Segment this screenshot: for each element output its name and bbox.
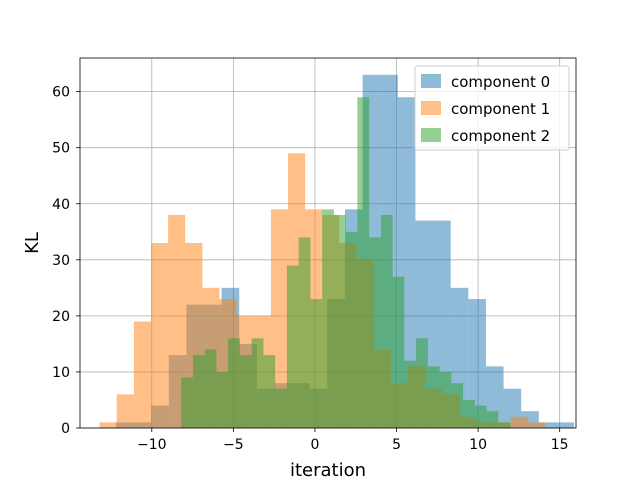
histogram-bar <box>556 422 575 428</box>
y-tick-label: 40 <box>52 197 70 213</box>
histogram-bar <box>369 237 381 428</box>
histogram-bar <box>239 355 252 428</box>
histogram-bar <box>439 371 452 428</box>
histogram-bar <box>263 355 276 428</box>
x-tick-label: 5 <box>392 437 401 453</box>
y-tick-label: 50 <box>52 141 70 157</box>
legend-frame <box>414 65 570 151</box>
x-tick-label: −5 <box>223 437 244 453</box>
y-tick-label: 10 <box>52 365 70 381</box>
y-tick-label: 60 <box>52 85 70 101</box>
x-tick-label: 15 <box>551 437 569 453</box>
histogram-bar <box>427 366 440 428</box>
histogram-bar <box>463 399 475 428</box>
histogram-bar <box>270 209 289 428</box>
histogram-bar <box>133 321 151 428</box>
histogram-bar <box>468 299 486 428</box>
legend-label: component 1 <box>451 100 550 118</box>
histogram-bar <box>228 338 240 428</box>
legend-label: component 2 <box>451 127 550 145</box>
histogram-bar <box>486 411 499 428</box>
legend-swatch <box>421 74 441 88</box>
histogram-bar <box>333 214 346 428</box>
histogram-bar <box>275 388 287 428</box>
histogram-bar <box>298 237 311 428</box>
histogram-bar <box>451 383 464 428</box>
histogram-bars <box>99 74 575 429</box>
histogram-bar <box>116 394 134 428</box>
x-tick-label: 10 <box>469 437 487 453</box>
legend-swatch <box>421 128 441 142</box>
histogram-bar <box>416 338 428 428</box>
histogram-bar <box>192 355 205 428</box>
histogram-bar <box>99 422 117 428</box>
histogram-bar <box>474 405 487 428</box>
histogram-bar <box>322 209 334 428</box>
x-axis-ticks: −10 −5 0 5 10 15 <box>137 428 569 453</box>
plot-frame <box>79 57 577 429</box>
histogram-bar <box>204 349 217 428</box>
legend: component 0 component 1 component 2 <box>414 65 570 151</box>
histogram-bar <box>345 231 358 428</box>
histogram-bar <box>380 214 393 428</box>
histogram-bar <box>216 371 229 428</box>
x-tick-label: −10 <box>137 437 167 453</box>
legend-label: component 0 <box>451 73 550 91</box>
histogram-bar <box>510 416 528 428</box>
histogram-bar <box>251 338 264 428</box>
y-tick-label: 20 <box>52 309 70 325</box>
histogram-bar <box>392 276 405 428</box>
histogram-bar <box>150 243 169 428</box>
y-axis-label: KL <box>22 232 43 254</box>
histogram-bar <box>168 214 186 428</box>
histogram-bar <box>286 265 299 428</box>
histogram-bar <box>181 377 193 428</box>
legend-swatch <box>421 101 441 115</box>
histogram-bar <box>527 422 545 428</box>
series-2-bars <box>181 97 511 428</box>
histogram-bar <box>538 422 557 428</box>
histogram-bar <box>357 97 370 428</box>
y-tick-label: 0 <box>61 421 70 437</box>
y-tick-label: 30 <box>52 253 70 269</box>
x-axis-label: iteration <box>290 460 366 480</box>
histogram-bar <box>310 299 323 428</box>
histogram-bar <box>404 360 417 428</box>
y-axis-ticks: 0 10 20 30 40 50 60 <box>52 85 80 437</box>
x-tick-label: 0 <box>310 437 319 453</box>
histogram-bar <box>498 422 511 428</box>
